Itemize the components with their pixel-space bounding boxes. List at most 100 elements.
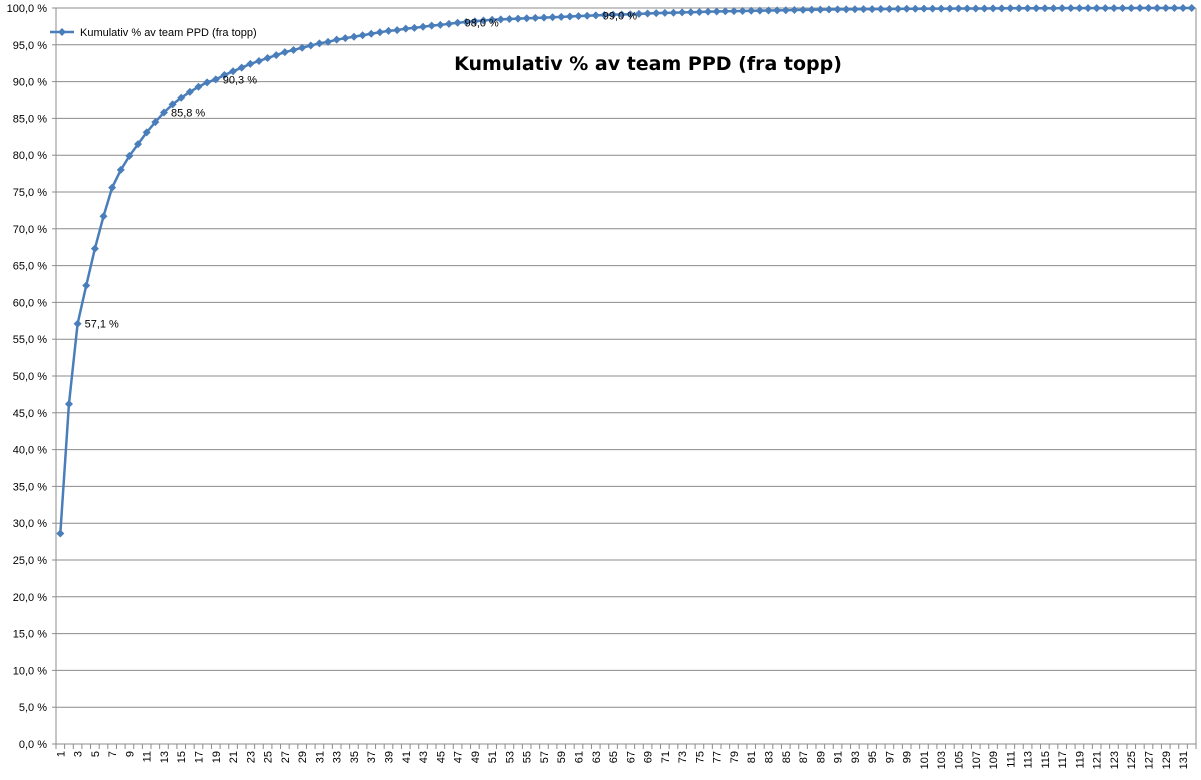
data-point (341, 34, 350, 43)
y-tick-label: 20,0 % (13, 592, 47, 604)
data-point (963, 4, 972, 13)
data-point (203, 78, 212, 87)
x-tick-label: 43 (418, 751, 430, 763)
data-point (634, 9, 643, 18)
data-point (444, 19, 453, 28)
data-point (669, 8, 678, 17)
x-tick-label: 89 (815, 751, 827, 763)
x-tick-label: 49 (470, 751, 482, 763)
data-point (125, 151, 134, 160)
data-point (194, 82, 203, 91)
data-point (1109, 4, 1118, 13)
data-point (220, 70, 229, 79)
data-point (367, 29, 376, 38)
data-point (989, 4, 998, 13)
data-point (868, 5, 877, 14)
data-point (1014, 4, 1023, 13)
x-tick-label: 97 (884, 751, 896, 763)
data-point (410, 23, 419, 32)
data-point (1118, 4, 1127, 13)
x-tick-label: 69 (643, 751, 655, 763)
x-tick-label: 67 (625, 751, 637, 763)
x-tick-label: 79 (729, 751, 741, 763)
data-point (272, 51, 281, 60)
data-point (980, 4, 989, 13)
y-tick-label: 35,0 % (13, 481, 47, 493)
data-point (324, 37, 333, 46)
x-tick-label: 109 (988, 751, 1000, 769)
data-point (954, 4, 963, 13)
data-point (177, 93, 186, 102)
x-tick-label: 83 (764, 751, 776, 763)
data-point (721, 7, 730, 16)
data-point (246, 59, 255, 68)
data-point (393, 26, 402, 35)
data-point (539, 13, 548, 22)
data-point (1049, 4, 1058, 13)
data-point (591, 11, 600, 20)
data-point (349, 32, 358, 41)
y-tick-label: 55,0 % (13, 334, 47, 346)
data-point (168, 100, 177, 109)
data-point (82, 281, 91, 290)
data-point (522, 14, 531, 23)
x-tick-label: 131 (1178, 751, 1190, 769)
data-point (298, 43, 307, 52)
data-point (626, 10, 635, 19)
x-tick-label: 17 (194, 751, 206, 763)
data-point (928, 4, 937, 13)
data-point (1144, 4, 1153, 12)
x-tick-label: 103 (936, 751, 948, 769)
data-point (159, 108, 168, 117)
data-point (764, 6, 773, 15)
x-tick-label: 107 (971, 751, 983, 769)
y-tick-label: 40,0 % (13, 445, 47, 457)
data-point (738, 6, 747, 15)
data-point (1032, 4, 1041, 13)
x-tick-label: 31 (314, 751, 326, 763)
x-tick-label: 55 (522, 751, 534, 763)
x-tick-label: 21 (228, 751, 240, 763)
x-tick-label: 91 (833, 751, 845, 763)
legend-entry-label: Kumulativ % av team PPD (fra topp) (80, 27, 257, 39)
x-tick-label: 19 (211, 751, 223, 763)
data-point (773, 6, 782, 15)
data-labels: 57,1 % 85,8 % 90,3 % 98,0 % 99,0 % (85, 10, 638, 330)
data-label: 85,8 % (171, 108, 205, 120)
data-point (876, 5, 885, 14)
data-point (505, 15, 514, 24)
y-tick-label: 25,0 % (13, 555, 47, 567)
data-point (919, 4, 928, 13)
data-point (427, 21, 436, 30)
y-tick-label: 5,0 % (19, 702, 47, 714)
data-point (652, 9, 661, 18)
data-point (332, 35, 341, 44)
data-point (833, 5, 842, 14)
data-point (488, 15, 497, 24)
data-point (116, 165, 125, 174)
y-tick-label: 15,0 % (13, 629, 47, 641)
y-tick-label: 65,0 % (13, 261, 47, 273)
data-point (894, 4, 903, 13)
x-tick-label: 99 (902, 751, 914, 763)
x-tick-label: 47 (453, 751, 465, 763)
data-point (64, 399, 73, 408)
series-line (59, 6, 1192, 534)
data-point (729, 7, 738, 16)
x-tick-label: 81 (746, 751, 758, 763)
data-point (937, 4, 946, 13)
data-point (695, 7, 704, 16)
gridlines (52, 7, 1196, 745)
y-tick-label: 0,0 % (19, 739, 47, 751)
y-tick-label: 90,0 % (13, 77, 47, 89)
data-point (470, 17, 479, 26)
data-point (859, 5, 868, 14)
x-tick-label: 57 (539, 751, 551, 763)
data-point (90, 244, 99, 253)
data-point (375, 28, 384, 37)
data-point (531, 13, 540, 22)
data-label: 57,1 % (85, 319, 119, 331)
data-point (971, 4, 980, 13)
data-point (73, 319, 82, 328)
